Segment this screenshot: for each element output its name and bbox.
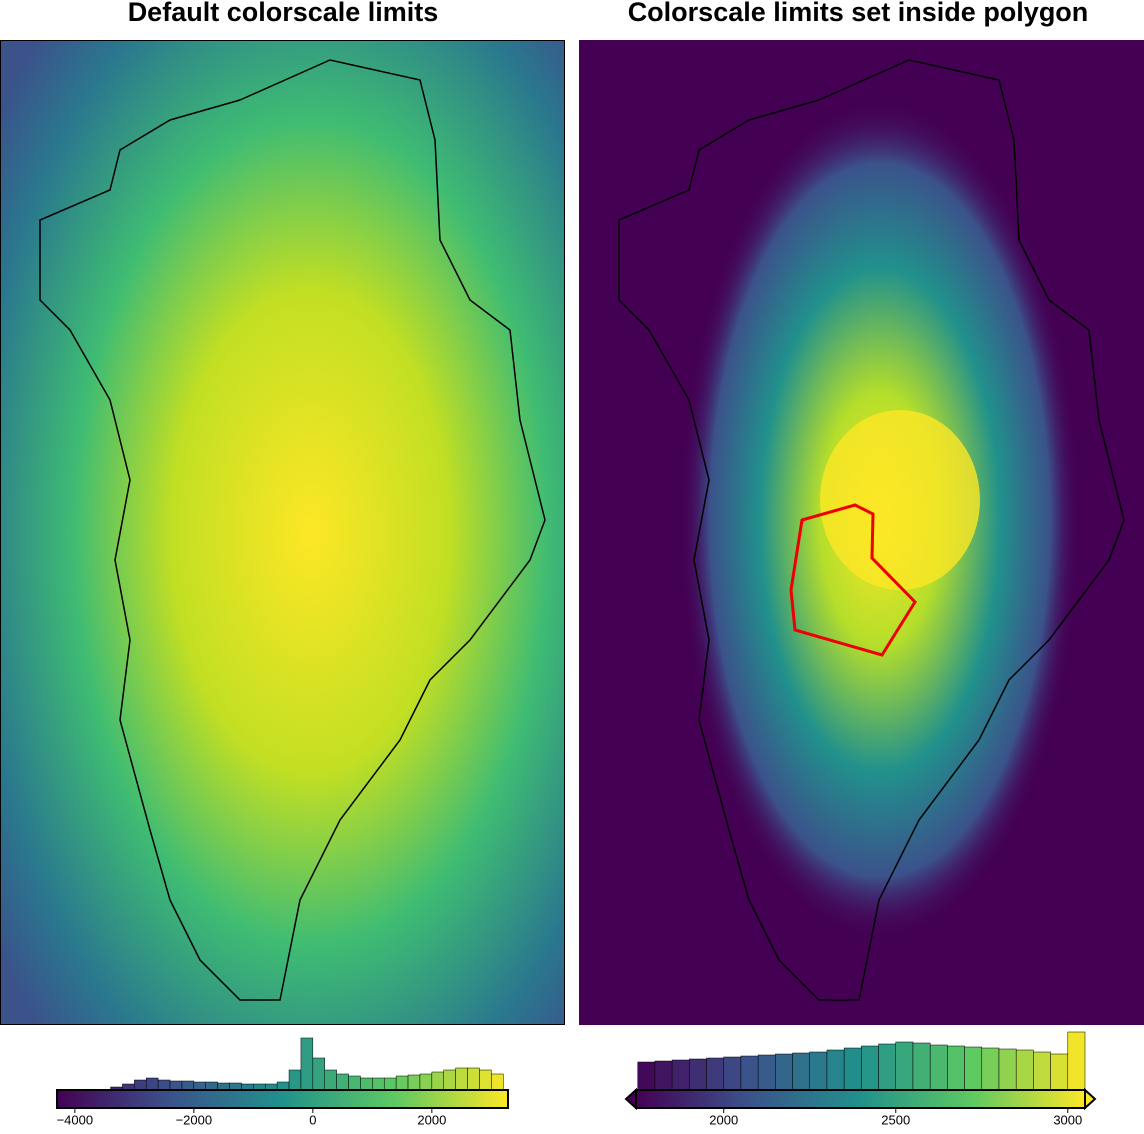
histogram-bar: [843, 1047, 862, 1091]
histogram-bar: [360, 1077, 373, 1091]
histogram-bar: [1050, 1053, 1069, 1091]
tick-label: 2000: [417, 1112, 446, 1127]
map-frame: [0, 40, 565, 1025]
histogram-bar: [134, 1079, 147, 1091]
histogram-bar: [654, 1060, 673, 1091]
histogram-bar: [637, 1061, 656, 1091]
histogram-bar: [929, 1044, 948, 1091]
histogram-bar: [1067, 1031, 1086, 1091]
histogram-bar: [372, 1077, 385, 1091]
colorbar: [56, 1089, 509, 1109]
histogram-bar: [395, 1075, 409, 1091]
histogram-bar: [757, 1054, 776, 1091]
histogram-bar: [671, 1059, 690, 1091]
histogram-bar: [419, 1073, 433, 1091]
polygon: [789, 503, 917, 657]
histogram-bar: [689, 1058, 707, 1091]
histogram-bar: [383, 1077, 397, 1091]
histogram-bar: [205, 1081, 218, 1091]
histogram-bar: [181, 1080, 195, 1091]
panel-title: Default colorscale limits: [128, 0, 439, 27]
histogram-bar: [157, 1079, 171, 1091]
tick-label: 2000: [709, 1112, 738, 1127]
histogram-bar: [455, 1067, 468, 1091]
histogram-bar: [169, 1080, 183, 1091]
histogram-bar: [775, 1053, 793, 1091]
histogram-bar: [324, 1069, 337, 1091]
histogram-bar: [861, 1045, 879, 1091]
histogram-bar: [964, 1046, 983, 1091]
tick-label: 2500: [881, 1112, 910, 1127]
right-map: [579, 40, 1144, 1025]
histogram-bar: [1033, 1051, 1051, 1091]
histogram-bar: [792, 1052, 811, 1091]
histogram-bar: [479, 1069, 492, 1091]
histogram-bar: [145, 1077, 159, 1091]
histogram-bar: [300, 1037, 314, 1091]
tick-label: −4000: [57, 1112, 94, 1127]
histogram-bar: [336, 1073, 349, 1091]
panel-title: Colorscale limits set inside polygon: [628, 0, 1089, 27]
histogram-bar: [443, 1069, 456, 1091]
histogram-bar: [312, 1057, 325, 1091]
left-map: [0, 40, 565, 1025]
histogram-bar: [229, 1082, 242, 1091]
histogram-bar: [217, 1082, 230, 1091]
tick-label: −2000: [176, 1112, 213, 1127]
colorbar-extend-low: [624, 1087, 637, 1111]
histogram-bar: [740, 1055, 759, 1091]
histogram-bar: [407, 1074, 421, 1091]
histogram-bar: [431, 1071, 444, 1091]
tick-label: 3000: [1053, 1112, 1082, 1127]
histogram-bar: [348, 1075, 361, 1091]
histogram-bar: [809, 1051, 828, 1091]
histogram-bar: [491, 1073, 504, 1091]
histogram-bar: [998, 1048, 1017, 1091]
histogram-bar: [878, 1043, 897, 1091]
tick-label: 0: [309, 1112, 316, 1127]
histogram-bar: [1015, 1049, 1034, 1091]
histogram-bar: [288, 1069, 302, 1091]
histogram-bar: [193, 1081, 206, 1091]
high-area: [820, 410, 980, 590]
histogram-bar: [723, 1056, 742, 1091]
histogram-bar: [276, 1081, 290, 1091]
histogram-bar: [467, 1067, 480, 1091]
colorbar: [635, 1089, 1086, 1109]
histogram-bar: [947, 1045, 965, 1091]
histogram-bar: [706, 1057, 724, 1091]
histogram-bar: [981, 1047, 1000, 1091]
histogram-bar: [826, 1049, 845, 1091]
histogram-bar: [895, 1041, 914, 1091]
histogram-bar: [912, 1042, 931, 1091]
colorbar-extend-high: [1084, 1087, 1097, 1111]
